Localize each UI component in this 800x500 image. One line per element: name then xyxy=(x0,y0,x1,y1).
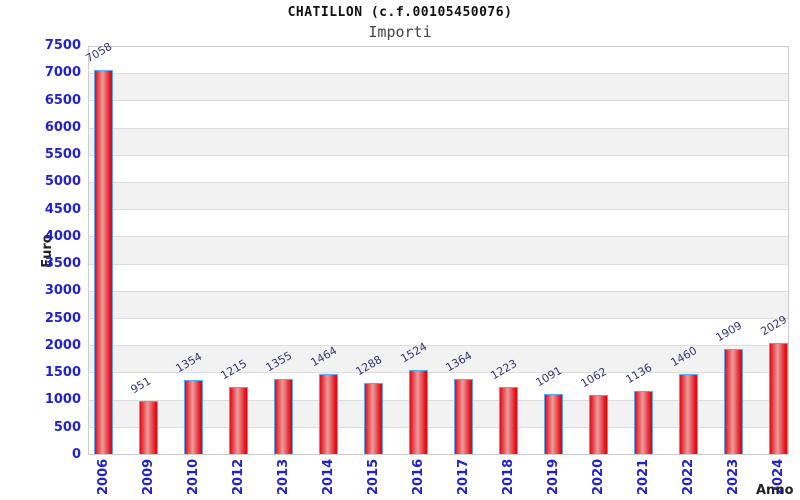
bar xyxy=(274,379,293,454)
grid-band xyxy=(89,182,788,210)
grid-band xyxy=(89,209,788,237)
y-tick-label: 6000 xyxy=(44,119,81,135)
x-tick-label: 2019 xyxy=(545,458,561,495)
bar xyxy=(724,349,743,454)
bars-layer xyxy=(89,47,788,454)
grid-band xyxy=(89,100,788,128)
x-axis-title: Anno xyxy=(756,483,794,498)
x-tick-label: 2014 xyxy=(320,458,336,495)
x-tick-label: 2009 xyxy=(140,458,156,495)
x-tick-label: 2012 xyxy=(230,458,246,495)
y-tick-label: 4500 xyxy=(44,201,81,217)
y-tick-label: 1500 xyxy=(44,365,81,381)
x-tick-label: 2010 xyxy=(185,458,201,495)
grid-band xyxy=(89,318,788,346)
y-tick-label: 0 xyxy=(71,447,81,462)
y-tick-label: 4000 xyxy=(44,228,81,244)
bar xyxy=(544,394,563,454)
grid-band xyxy=(89,290,788,319)
bar xyxy=(229,387,248,454)
grid-band xyxy=(89,345,788,373)
y-tick-label: 3000 xyxy=(44,283,81,299)
bar xyxy=(634,391,653,454)
grid-band xyxy=(89,73,788,101)
bar xyxy=(769,343,788,454)
grid-bands-layer xyxy=(89,47,788,455)
bar xyxy=(94,70,113,454)
x-tick-label: 2017 xyxy=(455,458,471,495)
y-tick-label: 5000 xyxy=(44,174,81,190)
grid-band xyxy=(89,263,788,291)
plot-area xyxy=(88,46,789,455)
y-tick-label: 3500 xyxy=(44,256,81,272)
grid-band xyxy=(89,127,788,155)
x-tick-label: 2016 xyxy=(410,458,426,495)
chart-title: CHATILLON (c.f.00105450076) xyxy=(287,5,513,20)
x-tick-label: 2006 xyxy=(95,458,111,495)
chart-subtitle: Importi xyxy=(368,23,432,41)
grid-band xyxy=(89,236,788,264)
grid-band xyxy=(89,372,788,400)
bar xyxy=(409,370,428,454)
x-tick-label: 2013 xyxy=(275,458,291,495)
x-tick-label: 2018 xyxy=(500,458,516,495)
x-tick-label: 2020 xyxy=(590,458,606,495)
x-tick-label: 2015 xyxy=(365,458,381,495)
bar xyxy=(589,395,608,454)
bar xyxy=(364,383,383,454)
x-tick-label: 2022 xyxy=(680,458,696,495)
y-tick-label: 6500 xyxy=(44,92,81,108)
bar xyxy=(499,387,518,454)
bar xyxy=(184,380,203,454)
bar xyxy=(454,379,473,454)
x-tick-label: 2021 xyxy=(635,458,651,495)
y-tick-label: 7500 xyxy=(44,38,81,53)
bar xyxy=(679,374,698,454)
y-tick-label: 2000 xyxy=(44,337,81,353)
y-tick-label: 5500 xyxy=(44,147,81,163)
y-tick-label: 1000 xyxy=(44,392,81,408)
grid-band xyxy=(89,426,788,455)
bar xyxy=(319,374,338,454)
y-tick-label: 500 xyxy=(53,419,81,435)
y-tick-label: 2500 xyxy=(44,310,81,326)
grid-band xyxy=(89,399,788,427)
x-tick-label: 2023 xyxy=(725,458,741,495)
y-tick-label: 7000 xyxy=(44,65,81,81)
grid-band xyxy=(89,154,788,183)
bar xyxy=(139,401,158,454)
grid-band xyxy=(89,47,788,74)
